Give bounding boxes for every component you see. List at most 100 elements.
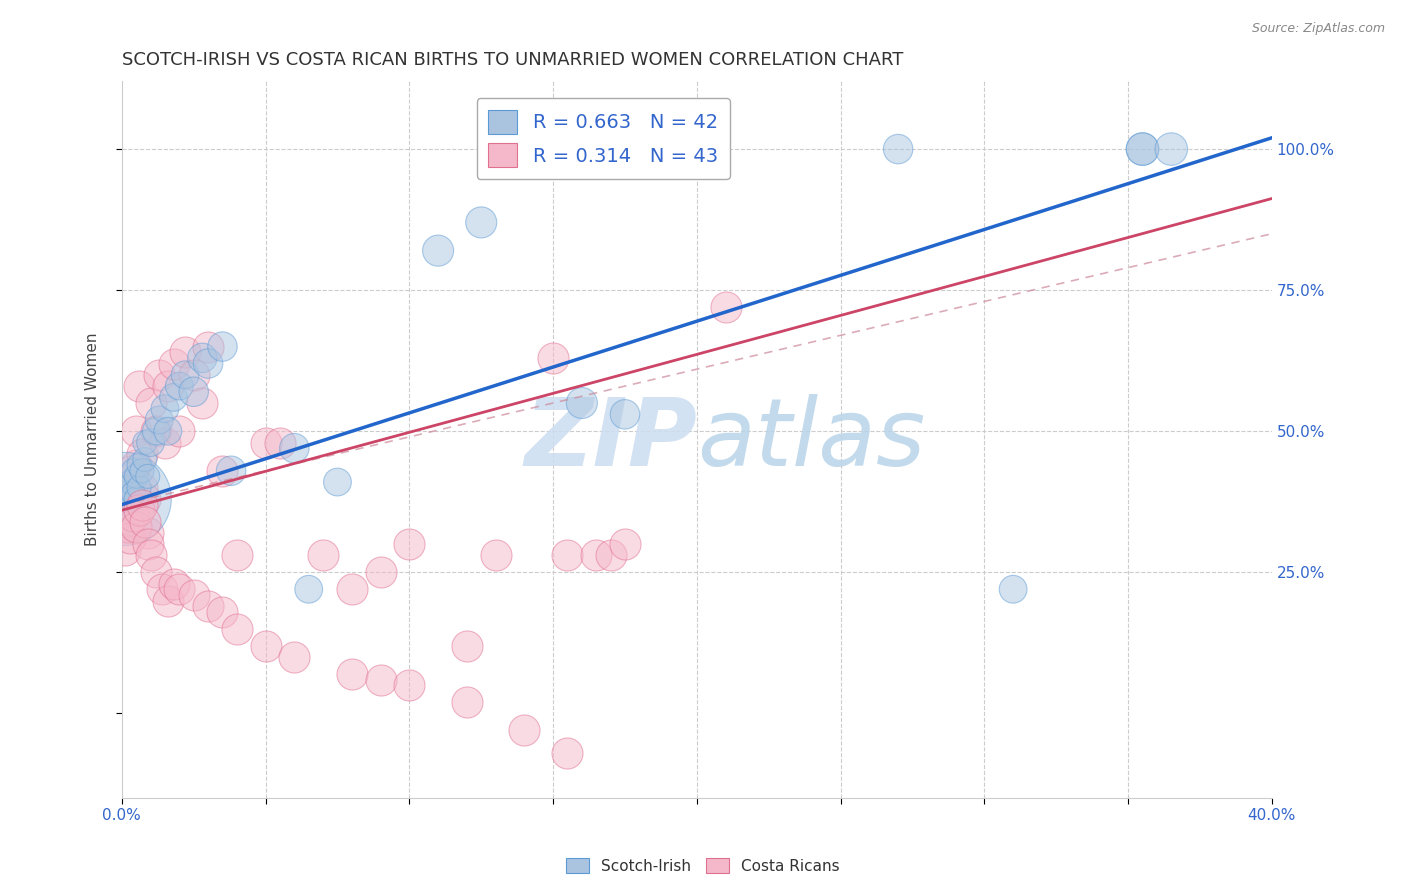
Point	[128, 458, 150, 472]
Point	[169, 424, 191, 438]
Point	[1132, 142, 1154, 156]
Point	[254, 435, 277, 450]
Point	[117, 503, 139, 517]
Point	[134, 491, 156, 506]
Point	[145, 566, 167, 580]
Point	[136, 537, 159, 551]
Point	[211, 464, 233, 478]
Point	[211, 605, 233, 619]
Point	[122, 464, 145, 478]
Point	[125, 520, 148, 534]
Point	[120, 532, 142, 546]
Text: atlas: atlas	[697, 394, 925, 485]
Point	[340, 582, 363, 597]
Point	[174, 368, 197, 382]
Text: ZIP: ZIP	[524, 393, 697, 486]
Point	[887, 142, 910, 156]
Point	[225, 549, 247, 563]
Point	[326, 475, 349, 489]
Point	[283, 441, 305, 455]
Point	[191, 351, 214, 365]
Point	[114, 542, 136, 557]
Point	[125, 469, 148, 483]
Point	[120, 491, 142, 506]
Point	[131, 481, 153, 495]
Point	[557, 142, 579, 156]
Point	[114, 486, 136, 500]
Point	[162, 576, 184, 591]
Point	[686, 142, 709, 156]
Point	[156, 379, 179, 393]
Point	[114, 491, 136, 506]
Point	[1002, 582, 1025, 597]
Point	[120, 475, 142, 489]
Point	[162, 357, 184, 371]
Point	[169, 379, 191, 393]
Point	[134, 435, 156, 450]
Point	[470, 215, 492, 229]
Point	[557, 549, 579, 563]
Point	[148, 413, 170, 427]
Point	[197, 340, 219, 354]
Point	[128, 481, 150, 495]
Point	[225, 622, 247, 636]
Point	[117, 481, 139, 495]
Point	[283, 650, 305, 665]
Point	[183, 368, 205, 382]
Point	[156, 593, 179, 607]
Point	[340, 667, 363, 681]
Legend: R = 0.663   N = 42, R = 0.314   N = 43: R = 0.663 N = 42, R = 0.314 N = 43	[477, 98, 730, 178]
Point	[370, 566, 392, 580]
Point	[643, 142, 665, 156]
Point	[1160, 142, 1182, 156]
Point	[191, 396, 214, 410]
Point	[197, 599, 219, 614]
Point	[169, 582, 191, 597]
Point	[139, 435, 162, 450]
Point	[197, 357, 219, 371]
Point	[456, 639, 478, 653]
Point	[714, 300, 737, 314]
Point	[153, 401, 176, 416]
Point	[114, 515, 136, 529]
Point	[156, 424, 179, 438]
Point	[254, 639, 277, 653]
Point	[136, 525, 159, 540]
Point	[125, 491, 148, 506]
Point	[139, 549, 162, 563]
Point	[120, 464, 142, 478]
Point	[125, 458, 148, 472]
Point	[150, 582, 173, 597]
Point	[122, 508, 145, 523]
Point	[1132, 142, 1154, 156]
Point	[134, 515, 156, 529]
Point	[614, 407, 637, 421]
Point	[148, 368, 170, 382]
Point	[117, 481, 139, 495]
Point	[153, 435, 176, 450]
Point	[513, 723, 536, 738]
Point	[557, 746, 579, 760]
Point	[456, 695, 478, 709]
Point	[125, 424, 148, 438]
Point	[114, 491, 136, 506]
Point	[131, 447, 153, 461]
Point	[145, 424, 167, 438]
Point	[541, 351, 564, 365]
Point	[614, 537, 637, 551]
Point	[370, 673, 392, 687]
Point	[117, 520, 139, 534]
Point	[128, 503, 150, 517]
Point	[120, 498, 142, 512]
Point	[398, 537, 420, 551]
Point	[139, 396, 162, 410]
Text: SCOTCH-IRISH VS COSTA RICAN BIRTHS TO UNMARRIED WOMEN CORRELATION CHART: SCOTCH-IRISH VS COSTA RICAN BIRTHS TO UN…	[122, 51, 903, 69]
Point	[599, 549, 621, 563]
Point	[117, 498, 139, 512]
Point	[134, 452, 156, 467]
Point	[269, 435, 291, 450]
Point	[571, 396, 593, 410]
Point	[136, 469, 159, 483]
Point	[131, 464, 153, 478]
Point	[122, 486, 145, 500]
